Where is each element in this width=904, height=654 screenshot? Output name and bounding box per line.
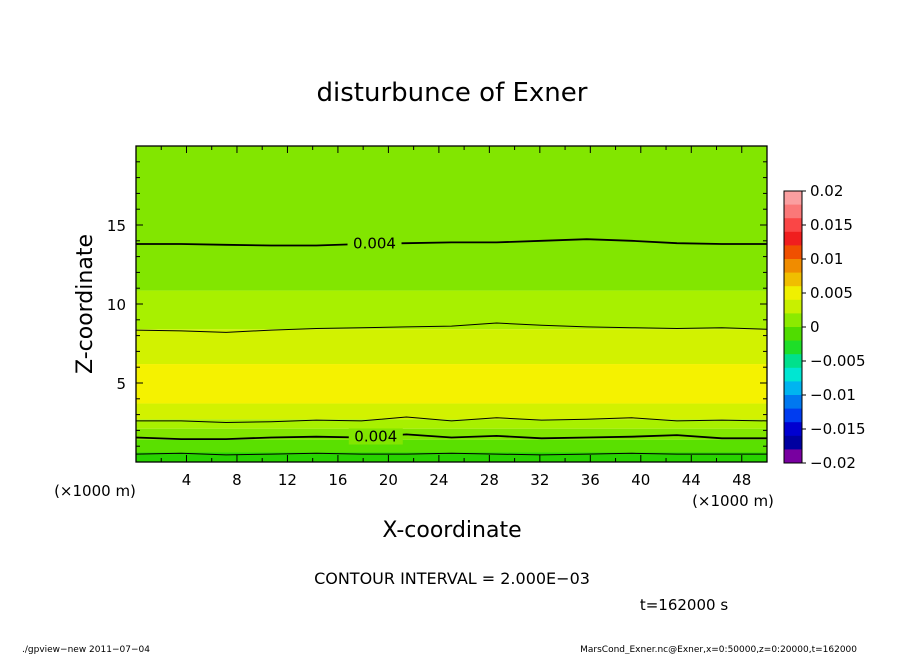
colorbar-swatch bbox=[784, 204, 802, 219]
y-tick-label: 5 bbox=[116, 375, 126, 393]
colorbar-tick-label: −0.015 bbox=[810, 420, 866, 438]
heatmap-band bbox=[136, 329, 767, 365]
colorbar-swatch bbox=[784, 422, 802, 437]
y-unit-label: (×1000 m) bbox=[54, 482, 136, 500]
contour-line bbox=[136, 238, 767, 247]
colorbar-swatch bbox=[784, 449, 802, 464]
x-tick-label: 4 bbox=[182, 471, 192, 489]
colorbar-swatch bbox=[784, 191, 802, 206]
footer-right-text: MarsCond_Exner.nc@Exner,x=0:50000,z=0:20… bbox=[580, 645, 857, 654]
heatmap-band bbox=[136, 419, 767, 429]
x-tick-label: 24 bbox=[429, 471, 448, 489]
contour-label: 0.004 bbox=[354, 427, 397, 445]
colorbar-swatch bbox=[784, 286, 802, 301]
heatmap-band bbox=[136, 403, 767, 420]
heatmap-band bbox=[136, 290, 767, 330]
contour-line bbox=[136, 416, 768, 424]
heatmap-band bbox=[136, 452, 767, 462]
colorbar-swatch bbox=[784, 327, 802, 342]
x-tick-label: 8 bbox=[232, 471, 242, 489]
colorbar-swatch bbox=[784, 395, 802, 410]
colorbar-swatch bbox=[784, 435, 802, 450]
x-tick-label: 40 bbox=[631, 471, 650, 489]
colorbar-tick-label: 0.02 bbox=[810, 182, 843, 200]
contour-label-group: 0.004 bbox=[348, 427, 403, 445]
x-tick-label: 32 bbox=[530, 471, 549, 489]
x-tick-label: 20 bbox=[379, 471, 398, 489]
x-tick-label: 44 bbox=[682, 471, 701, 489]
colorbar-swatch bbox=[784, 381, 802, 396]
heatmap-band bbox=[136, 439, 767, 453]
y-axis-label: Z-coordinate bbox=[73, 234, 98, 374]
colorbar-swatch bbox=[784, 218, 802, 233]
colorbar-swatch bbox=[784, 408, 802, 423]
colorbar-tick-label: 0 bbox=[810, 318, 820, 336]
contour-layer: 0.004 0.004 bbox=[135, 235, 768, 456]
colorbar-swatch bbox=[784, 354, 802, 369]
colorbar-swatch bbox=[784, 231, 802, 246]
footer-left-text: ./gpview−new 2011−07−04 bbox=[22, 645, 150, 654]
x-axis-label: X-coordinate bbox=[382, 518, 521, 543]
contour-interval-text: CONTOUR INTERVAL = 2.000E−03 bbox=[314, 569, 590, 588]
y-tick-label: 15 bbox=[107, 217, 126, 235]
contour-label-background bbox=[348, 428, 403, 445]
x-tick-label: 48 bbox=[732, 471, 751, 489]
colorbar-swatch bbox=[784, 340, 802, 355]
x-unit-label: (×1000 m) bbox=[692, 492, 774, 510]
contour-line bbox=[135, 433, 767, 440]
x-tick-label: 36 bbox=[581, 471, 600, 489]
colorbar: 0.02 0.015 0.01 0.005 0 −0.005 −0.01 −0.015 −0.0… bbox=[783, 182, 866, 472]
contour-label-background bbox=[347, 235, 402, 252]
colorbar-tick-label: 0.01 bbox=[810, 250, 843, 268]
time-label: t=162000 s bbox=[640, 596, 728, 614]
heatmap-band bbox=[136, 364, 767, 404]
contour-label-group: 0.004 bbox=[347, 235, 402, 253]
x-tick-label: 16 bbox=[328, 471, 347, 489]
x-tick-label: 12 bbox=[278, 471, 297, 489]
heatmap-band bbox=[136, 146, 767, 291]
plot-area bbox=[136, 146, 767, 462]
colorbar-swatch bbox=[784, 313, 802, 328]
y-tick-label: 10 bbox=[107, 296, 126, 314]
contour-line bbox=[135, 452, 767, 456]
colorbar-swatch bbox=[784, 367, 802, 382]
x-tick-label: 28 bbox=[480, 471, 499, 489]
heatmap-band bbox=[136, 428, 767, 440]
contour-line bbox=[135, 322, 768, 333]
colorbar-tick-label: 0.005 bbox=[810, 284, 853, 302]
contour-label: 0.004 bbox=[353, 235, 396, 253]
colorbar-tick-label: 0.015 bbox=[810, 216, 853, 234]
colorbar-tick-label: −0.01 bbox=[810, 386, 856, 404]
colorbar-tick-label: −0.005 bbox=[810, 352, 866, 370]
colorbar-swatch bbox=[784, 245, 802, 260]
chart-title: disturbunce of Exner bbox=[317, 78, 588, 108]
colorbar-swatch bbox=[784, 272, 802, 287]
colorbar-tick-label: −0.02 bbox=[810, 454, 856, 472]
colorbar-swatch bbox=[784, 259, 802, 274]
colorbar-swatch bbox=[784, 299, 802, 314]
